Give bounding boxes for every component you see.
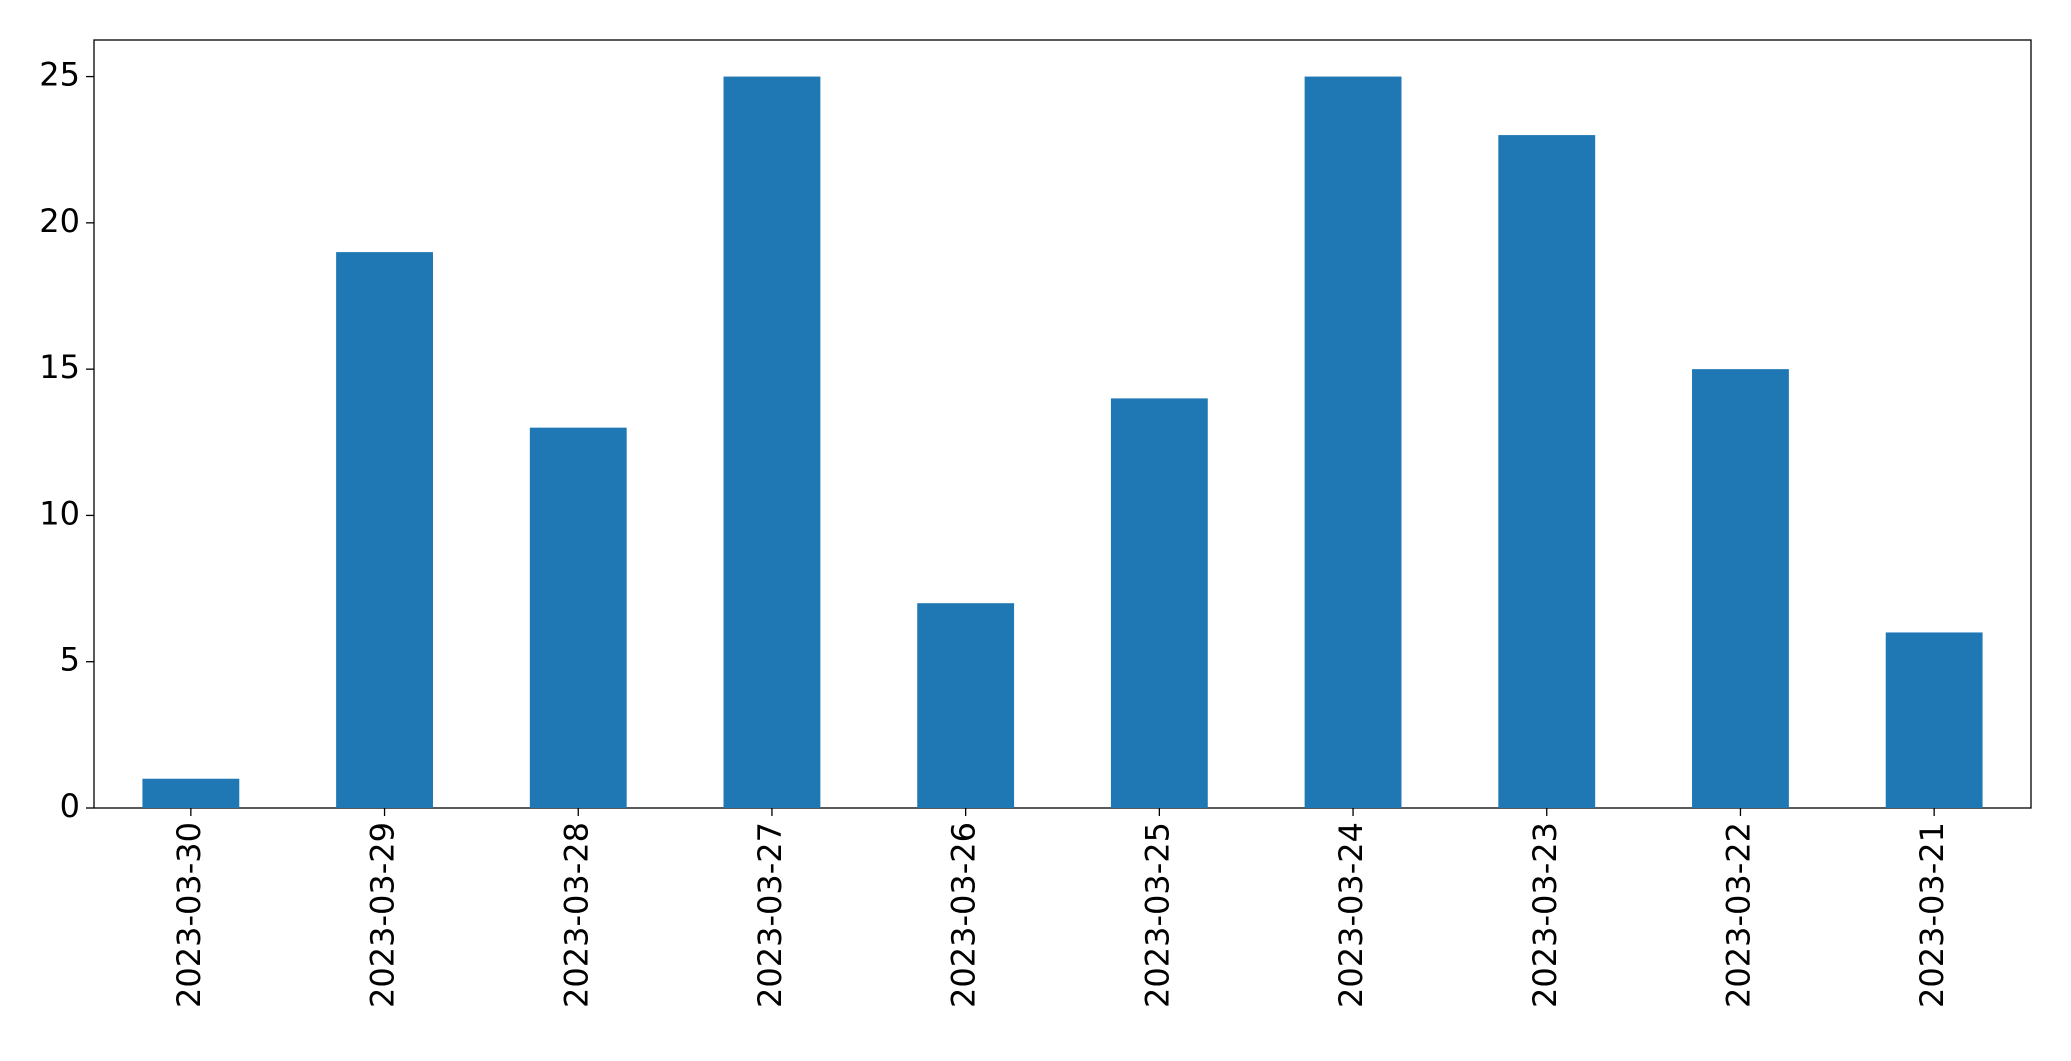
x-tick-label: 2023-03-28	[557, 822, 595, 1008]
x-tick-label: 2023-03-25	[1138, 822, 1176, 1008]
bar	[1498, 135, 1596, 809]
plot-frame	[93, 39, 2032, 809]
bar	[723, 76, 821, 809]
bar	[1304, 76, 1402, 809]
bar	[1692, 369, 1789, 808]
bar	[336, 252, 433, 809]
x-tick-label: 2023-03-22	[1719, 822, 1757, 1008]
y-tick-label: 20	[39, 202, 80, 240]
bar	[917, 603, 1015, 808]
y-tick-label: 5	[60, 641, 80, 679]
bar	[142, 778, 240, 808]
x-tick-label: 2023-03-26	[945, 822, 983, 1008]
bar	[1110, 398, 1208, 808]
y-tick-label: 15	[39, 348, 80, 386]
x-tick-label: 2023-03-23	[1526, 822, 1564, 1008]
x-tick-label: 2023-03-30	[170, 822, 208, 1008]
bar	[1885, 632, 1983, 808]
y-tick-label: 25	[39, 56, 80, 94]
x-tick-label: 2023-03-29	[364, 822, 402, 1008]
x-tick-label: 2023-03-27	[751, 822, 789, 1008]
x-tick-label: 2023-03-24	[1332, 822, 1370, 1008]
x-tick-label: 2023-03-21	[1913, 822, 1951, 1008]
bar	[529, 427, 627, 808]
y-tick-label: 10	[39, 494, 80, 532]
y-tick-label: 0	[60, 787, 80, 825]
